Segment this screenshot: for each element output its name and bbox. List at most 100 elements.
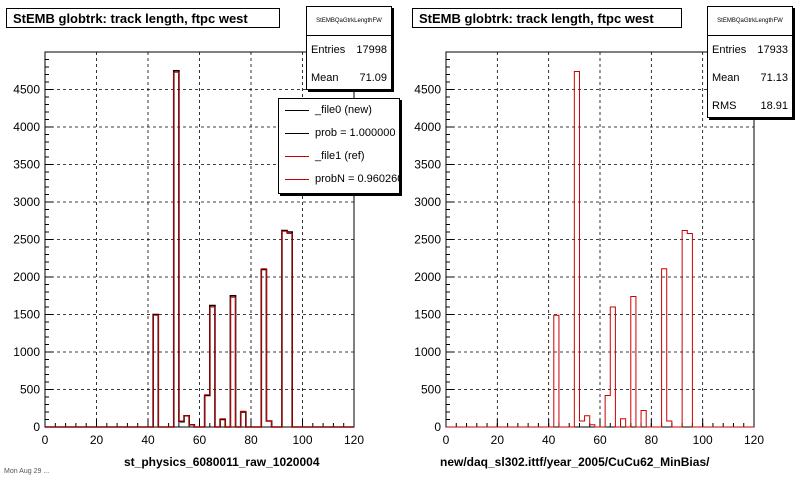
y-tick-label: 1000 (13, 345, 40, 359)
stat-label: Entries (712, 44, 747, 56)
y-tick-label: 2500 (13, 233, 40, 247)
histogram-bar (189, 425, 194, 427)
histogram-bar (662, 269, 667, 427)
legend-entry: prob = 1.000000 (279, 122, 399, 145)
x-tick-label: 20 (90, 433, 104, 447)
legend-label: prob = 1.000000 (315, 127, 396, 139)
stat-value: 17933 (757, 44, 788, 56)
legend-line (285, 179, 309, 180)
x-tick-label: 20 (491, 433, 505, 447)
x-tick-label: 80 (244, 433, 258, 447)
histogram-bar (241, 411, 246, 427)
y-tick-label: 1000 (414, 345, 441, 359)
x-tick-label: 40 (141, 433, 155, 447)
left-stats-box: StEMBQaGtrkLengthFW Entries 17998 Mean 7… (306, 6, 392, 90)
y-tick-label: 1500 (13, 308, 40, 322)
stat-label: Entries (311, 44, 346, 56)
x-tick-label: 60 (593, 433, 607, 447)
legend-entry: _file0 (new) (279, 99, 399, 122)
histogram-bar (605, 396, 610, 428)
right-panel: 0 20 40 60 80 100 120 0 500 1000 1500 2000 2500 3000 3… (400, 0, 800, 480)
y-tick-label: 2000 (414, 270, 441, 284)
stat-value: 17998 (356, 44, 387, 56)
histogram-bar (205, 395, 210, 427)
right-x-caption: new/daq_sl302.ittf/year_2005/CuCu62_MinB… (440, 455, 710, 469)
y-tick-label: 4000 (414, 120, 441, 134)
y-tick-label: 4000 (13, 120, 40, 134)
histogram-bar (554, 315, 559, 427)
x-tick-label: 100 (292, 433, 312, 447)
y-tick-label: 2500 (414, 233, 441, 247)
legend-line (285, 156, 309, 157)
histogram-bar (184, 416, 189, 427)
legend-label: _file0 (new) (315, 104, 372, 116)
left-panel: 0 20 40 60 80 100 120 0 500 1000 1500 2000 2500 3000 3… (6, 6, 400, 469)
histogram-series-line (45, 71, 354, 428)
histogram-bar (631, 297, 636, 428)
histogram-bar (287, 234, 292, 428)
histogram-bar (220, 419, 225, 427)
legend-line (285, 110, 309, 111)
x-tick-label: 120 (744, 433, 764, 447)
histogram-bar (621, 419, 626, 427)
legend-line (285, 133, 309, 134)
histogram-bar (210, 307, 215, 427)
y-tick-label: 0 (434, 420, 441, 434)
histogram-bar (179, 421, 184, 427)
stat-label: RMS (712, 100, 737, 112)
y-tick-label: 3500 (414, 158, 441, 172)
left-stats-mean: Mean 71.09 (307, 64, 391, 92)
y-tick-label: 4500 (13, 83, 40, 97)
histogram-bar (687, 234, 692, 428)
histogram-bar (590, 425, 595, 427)
x-tick-label: 120 (344, 433, 364, 447)
histogram-bar (579, 421, 584, 427)
histogram-bar (153, 315, 158, 427)
histogram-bar (682, 231, 687, 428)
histogram-series-line (446, 71, 754, 428)
y-tick-label: 0 (33, 420, 40, 434)
histogram-bar (585, 416, 590, 427)
left-stats-name: StEMBQaGtrkLengthFW (307, 7, 391, 36)
y-tick-label: 1500 (414, 308, 441, 322)
right-stats-box: StEMBQaGtrkLengthFW Entries 17933 Mean 7… (707, 6, 793, 118)
histogram-bar (641, 411, 646, 428)
y-tick-label: 500 (421, 383, 441, 397)
right-stats-mean: Mean 71.13 (708, 64, 792, 92)
stat-label: Mean (311, 72, 339, 84)
legend-entry: _file1 (ref) (279, 145, 399, 168)
histogram-bar (282, 231, 287, 427)
right-histogram: 0 20 40 60 80 100 120 0 500 1000 1500 2000 2500 3000 3… (414, 51, 764, 447)
stat-value: 71.09 (359, 72, 387, 84)
histogram-bar (667, 421, 672, 427)
left-x-caption: st_physics_6080011_raw_1020004 (124, 455, 320, 469)
left-legend: _file0 (new) prob = 1.000000 _file1 (ref… (278, 98, 400, 194)
y-tick-label: 500 (20, 383, 40, 397)
x-tick-label: 0 (443, 433, 450, 447)
legend-label: _file1 (ref) (315, 150, 365, 162)
histogram-bar (261, 269, 266, 427)
y-tick-label: 2000 (13, 270, 40, 284)
stat-label: Mean (712, 72, 740, 84)
histogram-bar (610, 307, 615, 427)
histogram-bar (174, 72, 179, 427)
right-stats-rms: RMS 18.91 (708, 92, 792, 120)
histogram-bar (574, 72, 579, 428)
x-tick-label: 40 (542, 433, 556, 447)
y-tick-label: 3000 (414, 195, 441, 209)
left-stats-entries: Entries 17998 (307, 36, 391, 64)
y-tick-label: 4500 (414, 83, 441, 97)
footer-text: Mon Aug 29 ... (4, 468, 50, 475)
left-title: StEMB globtrk: track length, ftpc west (6, 8, 280, 28)
y-tick-label: 3500 (13, 158, 40, 172)
x-tick-label: 60 (193, 433, 207, 447)
stat-value: 18.91 (760, 100, 788, 112)
x-tick-label: 100 (693, 433, 713, 447)
legend-label: probN = 0.960260 (315, 173, 400, 185)
right-stats-entries: Entries 17933 (708, 36, 792, 64)
x-tick-label: 0 (42, 433, 49, 447)
right-title: StEMB globtrk: track length, ftpc west (412, 8, 682, 28)
histogram-bar (230, 297, 235, 427)
y-tick-label: 3000 (13, 195, 40, 209)
x-tick-label: 80 (645, 433, 659, 447)
